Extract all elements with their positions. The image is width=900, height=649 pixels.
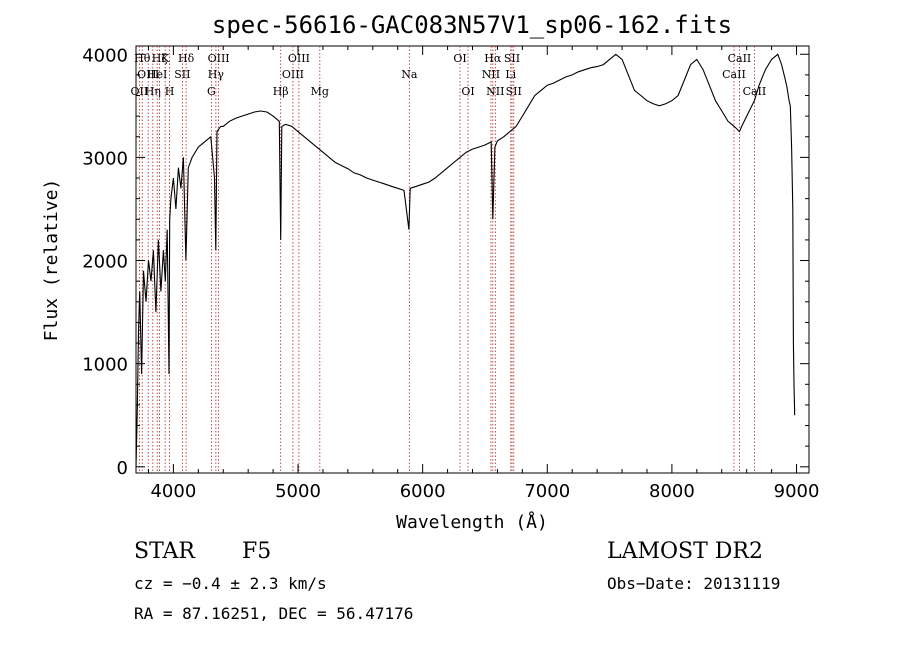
spectral-line-label: K — [161, 52, 170, 65]
x-tick-label: 8000 — [649, 481, 695, 502]
redshift-velocity: cz = −0.4 ± 2.3 km/s — [134, 574, 327, 593]
spectral-line-label: Hγ — [208, 68, 225, 81]
spectral-line-label: Hζ — [152, 52, 168, 65]
spectral-line-label: G — [207, 85, 216, 98]
spectral-line-label: Na — [401, 68, 418, 81]
spectrum-series-line — [135, 53, 796, 467]
spectral-line-label: OIII — [288, 52, 310, 65]
spectral-line-label: OII — [131, 85, 149, 98]
spectral-line-label: Li — [505, 68, 516, 81]
spectral-line-label: Hβ — [273, 85, 289, 98]
x-tick-label: 4000 — [150, 481, 196, 502]
spectral-line-label: NII — [486, 85, 504, 98]
x-tick-label: 5000 — [275, 481, 321, 502]
spectral-line-markers — [138, 46, 755, 473]
spectral-line-label: HeI — [147, 68, 167, 81]
spectral-line-label: OI — [453, 52, 466, 65]
y-tick-label: 0 — [117, 458, 128, 479]
object-class: STAR — [134, 539, 195, 564]
survey-name: LAMOST DR2 — [607, 539, 763, 564]
spectral-line-label: SII — [174, 68, 190, 81]
spectral-line-label: H — [165, 85, 175, 98]
spectral-line-label: CaII — [743, 85, 767, 98]
x-tick-label: 7000 — [524, 481, 570, 502]
x-axis-label: Wavelength (Å) — [396, 511, 548, 533]
spectral-line-label: NII — [482, 68, 500, 81]
plot-frame — [135, 45, 810, 474]
spectral-line-label: Hα — [484, 52, 502, 65]
spectral-line-labels: OII Hθ OIII Hη HeI HζK H SII Hδ G Hγ OIII Hβ OIII OIII… — [131, 52, 767, 98]
spectral-line-label: CaII — [728, 52, 752, 65]
spectral-line-label: OI — [461, 85, 474, 98]
spectral-line-label: Mg — [311, 85, 329, 98]
spectral-line-label: OIII — [137, 68, 159, 81]
spectral-line-label: SII — [504, 52, 520, 65]
spectral-line-label: OIII — [208, 52, 230, 65]
chart-title: spec-56616-GAC083N57V1_sp06-162.fits — [212, 11, 732, 39]
spectral-line-label: Hθ — [134, 52, 151, 65]
spectral-line-label: OIII — [282, 68, 304, 81]
y-tick-label: 2000 — [82, 252, 128, 273]
spectral-line-label: Hδ — [178, 52, 195, 65]
y-tick-label: 3000 — [82, 148, 128, 169]
spectral-line-label: Hη — [145, 85, 161, 98]
y-axis-label: Flux (relative) — [41, 179, 62, 342]
spectral-line-label: CaII — [722, 68, 746, 81]
x-axis-ticks: 4000 5000 6000 7000 8000 9000 — [147, 46, 820, 502]
y-tick-label: 4000 — [82, 45, 128, 66]
observation-date: Obs−Date: 20131119 — [607, 574, 781, 593]
y-tick-label: 1000 — [82, 355, 128, 376]
x-tick-label: 6000 — [400, 481, 446, 502]
ra-dec-coordinates: RA = 87.16251, DEC = 56.47176 — [134, 604, 414, 623]
object-subclass: F5 — [242, 539, 272, 564]
spectral-line-label: SII — [506, 85, 522, 98]
x-tick-label: 9000 — [774, 481, 820, 502]
y-axis-ticks: 0 1000 2000 3000 4000 — [82, 45, 809, 479]
